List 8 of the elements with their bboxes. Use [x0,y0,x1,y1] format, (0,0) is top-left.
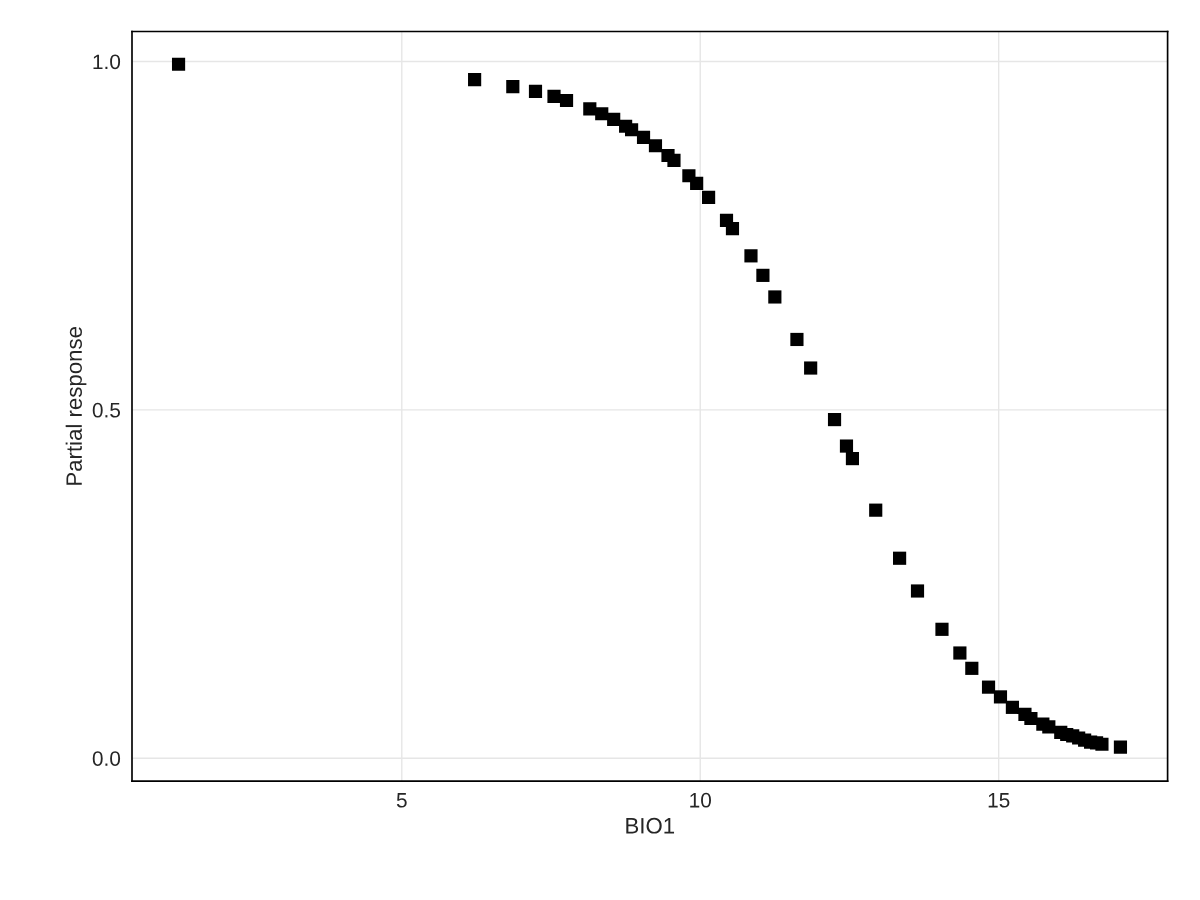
x-tick-label: 5 [396,793,407,808]
y-tick-label: 0.5 [92,402,121,418]
x-tick-label: 10 [690,792,712,808]
x-tick-label: 15 [988,793,1010,808]
x-axis-title: BIO1 [626,817,675,834]
y-tick-label: 1.0 [93,54,121,70]
y-axis-title: Partial response [65,327,87,485]
y-tick-label: 0.0 [92,751,121,766]
